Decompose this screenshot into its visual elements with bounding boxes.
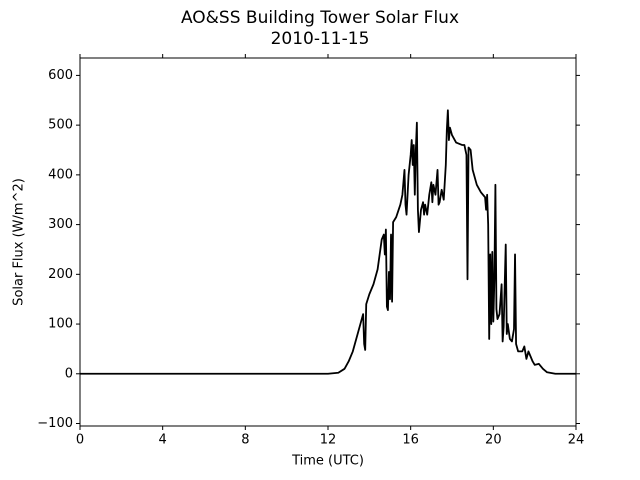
x-tick-label: 4 [159,433,167,448]
plot-frame [79,57,577,427]
line-series [80,109,576,375]
y-tick-label: 300 [48,217,73,232]
y-tick-label: 100 [48,317,73,332]
x-tick-label: 0 [76,433,84,448]
y-tick-label: 0 [65,366,73,381]
chart-title: AO&SS Building Tower Solar Flux [181,8,459,28]
x-tick-label: 8 [241,433,249,448]
y-tick-label: 600 [48,68,73,83]
y-tick-label: 500 [48,118,73,133]
chart-subtitle: 2010-11-15 [271,29,370,49]
x-tick-label: 20 [485,433,502,448]
x-tick-label: 12 [320,433,337,448]
y-tick-label: 400 [48,167,73,182]
y-axis-label: Solar Flux (W/m^2) [12,178,27,306]
y-tick-label: −100 [37,416,73,431]
x-tick-label: 24 [568,433,585,448]
x-tick-label: 16 [402,433,419,448]
y-tick-label: 200 [48,267,73,282]
x-axis-label: Time (UTC) [291,454,364,469]
